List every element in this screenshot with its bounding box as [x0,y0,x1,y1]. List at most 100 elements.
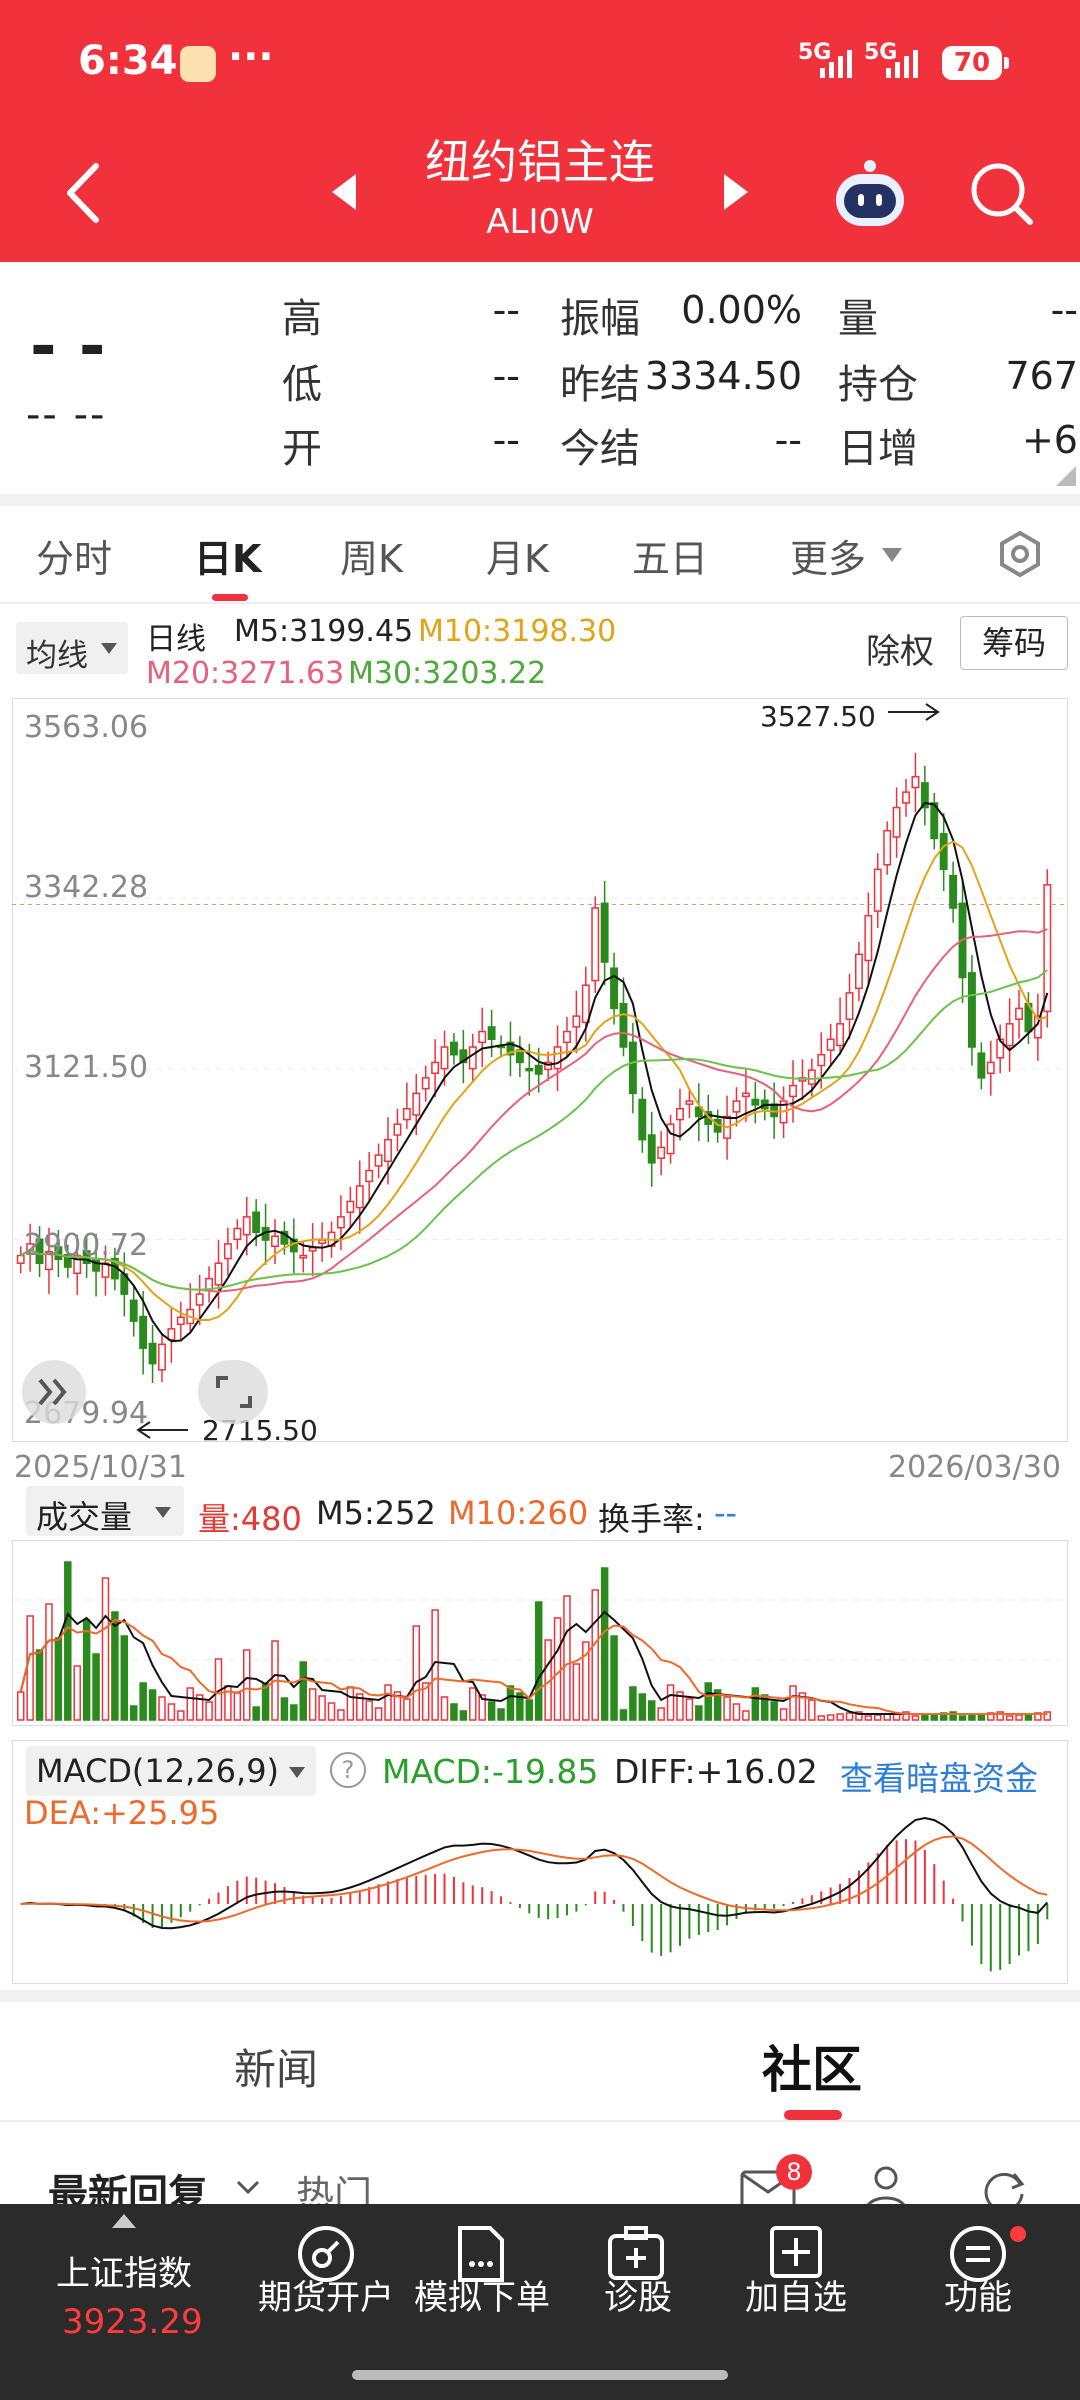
volume-bar [487,1701,496,1721]
candle-body [459,1049,468,1064]
volume-bar [1015,1714,1023,1721]
candle-body [384,1138,392,1163]
volume-bar [864,1715,873,1721]
functions-menu-icon[interactable] [948,2224,1008,2284]
candle-body [911,775,920,789]
candle-body [977,1052,986,1079]
volume-bar [770,1701,778,1721]
volume-bar [713,1689,722,1721]
max-price-label: 3527.50 [760,700,876,733]
add-watchlist-icon[interactable] [768,2224,824,2280]
candle-body [751,1098,760,1106]
help-icon[interactable]: ? [330,1752,366,1788]
volume-bar [54,1637,63,1721]
volume-bar [1043,1711,1052,1721]
scroll-left-button[interactable] [22,1360,86,1424]
prev-settle-value: 3334.50 [644,354,802,398]
tab-five-day[interactable]: 五日 [632,537,709,581]
candle-body [45,1250,53,1271]
tab-intraday[interactable]: 分时 [36,537,113,581]
macd-chart[interactable] [12,1740,1068,1984]
volume-bar [337,1709,345,1721]
high-label: 高 [282,296,322,342]
nav-stock-diagnosis[interactable]: 诊股 [604,2278,672,2318]
volume-bar [64,1561,72,1721]
index-name[interactable]: 上证指数 [56,2254,192,2294]
candle-body [139,1315,148,1349]
volume-bar [459,1710,468,1721]
volume-bar [600,1567,609,1721]
expand-corner-icon[interactable] [1056,466,1076,486]
amplitude-label: 振幅 [560,296,640,342]
stock-diagnosis-icon[interactable] [606,2226,666,2282]
settings-hexagon-icon[interactable] [996,530,1044,578]
candle-body [657,1146,666,1159]
period-label: 日线 [146,622,206,657]
volume-bar [365,1700,373,1721]
index-value: 3923.29 [62,2302,203,2342]
expand-up-icon[interactable] [110,2212,138,2230]
robot-icon[interactable] [830,158,910,230]
tab-monthly-k[interactable]: 月K [486,537,549,581]
ma-dropdown[interactable]: 均线 [16,622,128,674]
open-label: 开 [282,426,322,472]
volume-bar [817,1715,826,1721]
nav-add-watchlist[interactable]: 加自选 [745,2278,847,2318]
max-arrow-icon [888,703,940,721]
chips-button[interactable]: 筹码 [960,616,1068,670]
candle-body [233,1227,242,1241]
signal-bars-1-icon [820,50,852,78]
back-arrow-icon[interactable] [62,160,102,226]
search-icon[interactable] [968,160,1034,226]
nav-simulated-order[interactable]: 模拟下单 [414,2278,550,2318]
candle-body [619,1002,628,1048]
y-tick-label: 3563.06 [24,710,149,745]
candle-body [449,1041,458,1056]
candle-body [789,1084,797,1098]
candle-body [967,972,976,1048]
open-interest-label: 持仓 [838,362,918,408]
next-contract-icon[interactable] [722,172,750,212]
volume-bar [610,1635,618,1721]
candle-body [732,1100,741,1113]
battery-icon: 70 [942,46,1009,80]
candle-body [355,1185,364,1209]
kline-chart[interactable] [12,698,1068,1442]
volume-bar [676,1691,684,1721]
tab-community[interactable]: 社区 [762,2041,862,2099]
macd-dropdown[interactable]: MACD(12,26,9) [26,1746,316,1796]
dark-pool-link[interactable]: 查看暗盘资金 [840,1759,1038,1798]
candle-body [402,1108,411,1121]
last-price: - - [30,310,106,384]
volume-bar [26,1615,34,1721]
volume-bar [356,1693,364,1721]
volume-bar [619,1709,628,1721]
tab-daily-k[interactable]: 日K [194,537,262,581]
simulated-order-icon[interactable] [454,2224,508,2284]
nav-futures-account[interactable]: 期货开户 [258,2278,394,2318]
volume-bar [384,1684,392,1721]
candle-body [544,1061,553,1071]
volume-bar [158,1696,166,1721]
tab-more[interactable]: 更多 [790,537,867,581]
volume-dropdown[interactable]: 成交量 [26,1486,184,1536]
volume-value: -- [1050,288,1078,332]
candle-body [336,1216,345,1229]
volume-bar [638,1693,647,1721]
nav-functions[interactable]: 功能 [944,2278,1012,2318]
prev-contract-icon[interactable] [330,172,358,212]
volume-bar [101,1577,110,1721]
low-value: -- [492,354,520,398]
ma5-line [20,801,1049,1343]
candle-body [271,1235,279,1247]
exright-button[interactable]: 除权 [866,632,934,672]
tab-news[interactable]: 新闻 [234,2045,319,2094]
candle-body [318,1239,327,1244]
candle-body [694,1106,703,1118]
volume-chart[interactable] [12,1540,1068,1726]
futures-account-icon[interactable] [296,2224,356,2284]
volume-bar [874,1714,882,1721]
tab-weekly-k[interactable]: 周K [340,537,403,581]
fullscreen-button[interactable] [198,1360,268,1424]
candle-body [685,1100,694,1105]
